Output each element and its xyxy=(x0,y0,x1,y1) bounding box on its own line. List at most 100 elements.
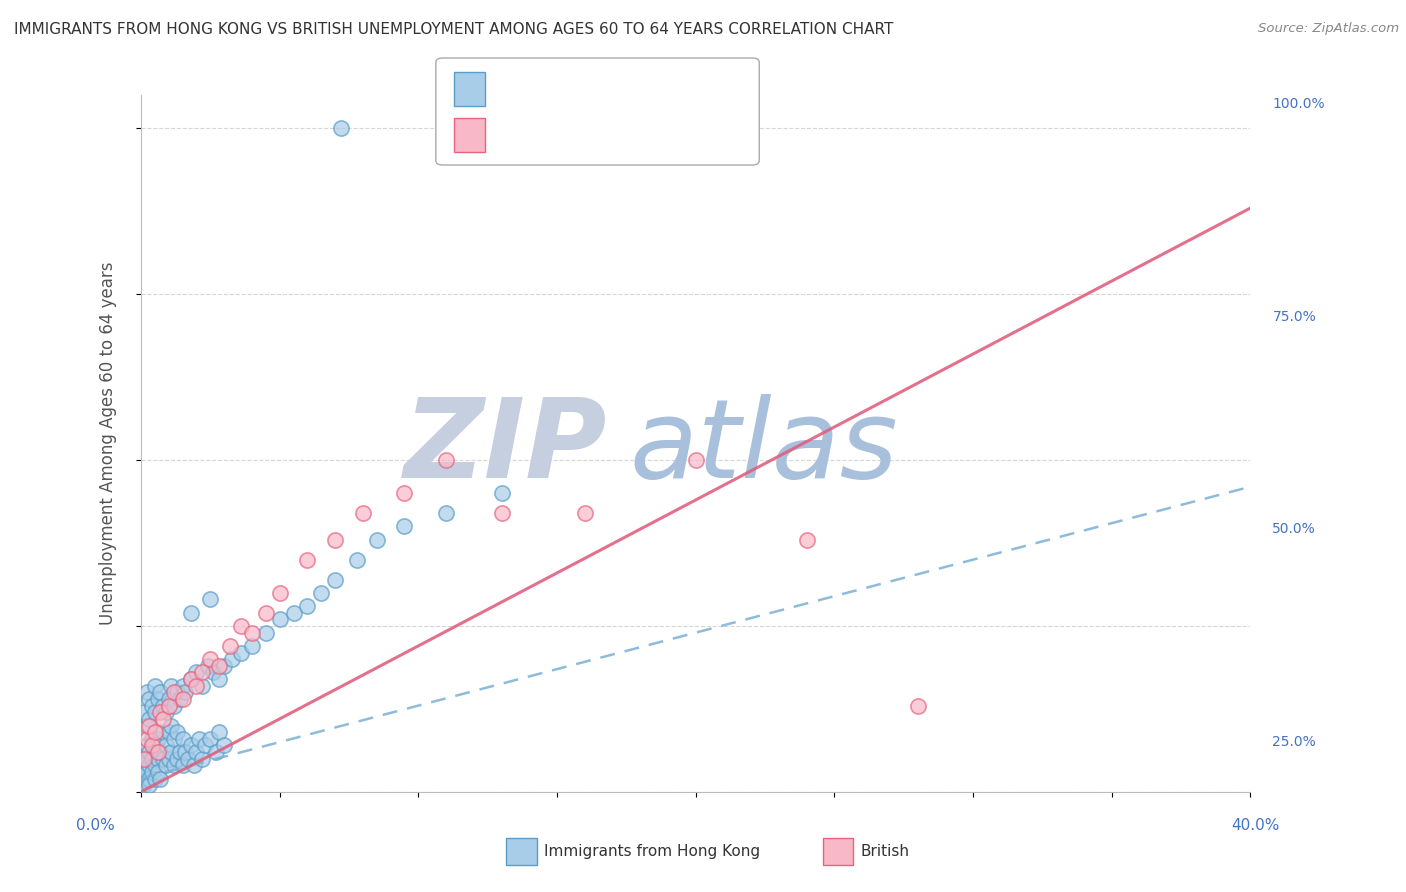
Point xyxy=(346,552,368,566)
Point xyxy=(186,745,208,759)
Point xyxy=(297,599,319,613)
Y-axis label: Unemployment Among Ages 60 to 64 years: Unemployment Among Ages 60 to 64 years xyxy=(100,262,117,625)
Point xyxy=(177,752,200,766)
Point xyxy=(138,712,160,726)
Point xyxy=(132,764,155,779)
Point xyxy=(135,718,157,732)
Point xyxy=(160,679,183,693)
Point xyxy=(138,692,160,706)
Point xyxy=(202,665,225,680)
Text: atlas: atlas xyxy=(628,393,898,500)
Point xyxy=(146,731,169,746)
Point xyxy=(207,658,229,673)
Point xyxy=(221,652,243,666)
Point xyxy=(138,745,160,759)
Point xyxy=(174,685,197,699)
Point xyxy=(141,764,163,779)
Point xyxy=(796,533,818,547)
Point xyxy=(297,552,319,566)
Point xyxy=(191,665,214,680)
Point xyxy=(135,764,157,779)
Point xyxy=(186,665,208,680)
Point xyxy=(200,652,222,666)
Point xyxy=(180,672,202,686)
Text: 0.360: 0.360 xyxy=(538,80,589,95)
Point xyxy=(188,731,211,746)
Point xyxy=(135,752,157,766)
Point xyxy=(132,752,155,766)
Text: 25.0%: 25.0% xyxy=(1272,735,1316,749)
Text: British: British xyxy=(860,845,910,859)
Point xyxy=(212,658,235,673)
Point xyxy=(169,692,191,706)
Point xyxy=(191,752,214,766)
Point xyxy=(172,758,194,772)
Point xyxy=(491,506,513,520)
Point xyxy=(907,698,929,713)
Point xyxy=(152,712,174,726)
Point xyxy=(254,625,277,640)
Point xyxy=(574,506,596,520)
Point xyxy=(194,739,217,753)
Point xyxy=(141,731,163,746)
Point xyxy=(132,705,155,719)
Point xyxy=(685,453,707,467)
Point xyxy=(132,758,155,772)
Point xyxy=(309,586,332,600)
Point xyxy=(172,692,194,706)
Point xyxy=(491,486,513,500)
Text: R =: R = xyxy=(492,127,527,142)
Point xyxy=(166,725,188,739)
Point xyxy=(180,739,202,753)
Point xyxy=(163,698,186,713)
Point xyxy=(135,731,157,746)
Text: N =: N = xyxy=(598,127,634,142)
Text: 50.0%: 50.0% xyxy=(1272,522,1316,536)
Point xyxy=(394,519,416,533)
Point xyxy=(269,586,291,600)
Point xyxy=(394,486,416,500)
Point xyxy=(229,646,252,660)
Point xyxy=(366,533,388,547)
Point xyxy=(160,718,183,732)
Text: 75.0%: 75.0% xyxy=(1272,310,1316,324)
Text: R =: R = xyxy=(492,80,527,95)
Point xyxy=(138,758,160,772)
Point xyxy=(155,758,177,772)
Point xyxy=(143,772,166,786)
Point xyxy=(135,685,157,699)
Point xyxy=(197,658,219,673)
Text: ZIP: ZIP xyxy=(404,393,607,500)
Text: 0.0%: 0.0% xyxy=(76,818,115,832)
Point xyxy=(149,745,172,759)
Point xyxy=(141,752,163,766)
Point xyxy=(155,739,177,753)
Point xyxy=(183,758,205,772)
Point xyxy=(329,121,352,136)
Point xyxy=(152,752,174,766)
Point xyxy=(163,685,186,699)
Point xyxy=(434,506,457,520)
Point xyxy=(146,692,169,706)
Point xyxy=(138,718,160,732)
Point xyxy=(132,772,155,786)
Point xyxy=(207,672,229,686)
Point xyxy=(143,725,166,739)
Point xyxy=(323,573,346,587)
Point xyxy=(180,606,202,620)
Point xyxy=(143,679,166,693)
Text: IMMIGRANTS FROM HONG KONG VS BRITISH UNEMPLOYMENT AMONG AGES 60 TO 64 YEARS CORR: IMMIGRANTS FROM HONG KONG VS BRITISH UNE… xyxy=(14,22,893,37)
Point xyxy=(132,778,155,792)
Point xyxy=(191,679,214,693)
Point xyxy=(166,685,188,699)
Point xyxy=(163,758,186,772)
Point xyxy=(143,758,166,772)
Text: 0.741: 0.741 xyxy=(538,127,589,142)
Point xyxy=(135,772,157,786)
Point xyxy=(283,606,305,620)
Text: Immigrants from Hong Kong: Immigrants from Hong Kong xyxy=(544,845,761,859)
Text: 40.0%: 40.0% xyxy=(1232,818,1279,832)
Point xyxy=(186,679,208,693)
Point xyxy=(157,725,180,739)
Point xyxy=(166,752,188,766)
